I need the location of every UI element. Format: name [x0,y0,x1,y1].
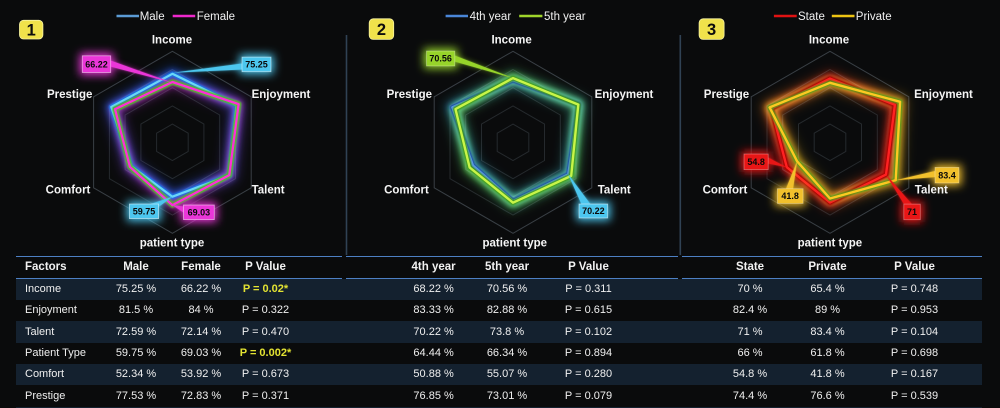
svg-text:70.56: 70.56 [429,54,452,64]
svg-text:Prestige: Prestige [47,89,92,101]
svg-text:Talent: Talent [915,184,948,196]
svg-text:Private: Private [856,11,892,23]
svg-text:69.03: 69.03 [188,208,211,218]
svg-text:patient type: patient type [483,238,548,250]
svg-text:4th year: 4th year [470,11,512,23]
svg-text:Female: Female [197,11,235,23]
svg-text:Enjoyment: Enjoyment [252,89,311,101]
svg-text:1: 1 [27,22,36,40]
svg-text:3: 3 [707,21,716,39]
svg-text:Income: Income [152,35,192,47]
svg-text:Talent: Talent [252,184,285,196]
svg-text:patient type: patient type [140,238,205,250]
svg-text:83.4: 83.4 [938,170,956,180]
svg-text:Comfort: Comfort [384,184,429,196]
svg-text:Income: Income [809,35,849,47]
svg-text:66.22: 66.22 [85,59,108,69]
svg-text:2: 2 [377,21,386,39]
svg-text:75.25: 75.25 [245,60,268,70]
svg-text:5th year: 5th year [544,11,586,23]
svg-text:Talent: Talent [598,184,631,196]
svg-text:71: 71 [907,207,917,217]
svg-text:70.22: 70.22 [582,206,605,216]
svg-text:Enjoyment: Enjoyment [914,89,973,101]
svg-text:Income: Income [491,35,531,47]
svg-text:State: State [798,11,825,23]
svg-text:59.75: 59.75 [133,207,156,217]
svg-text:Prestige: Prestige [704,89,749,101]
svg-text:Comfort: Comfort [703,184,748,196]
svg-text:Prestige: Prestige [387,89,432,101]
svg-text:54.8: 54.8 [747,157,765,167]
svg-text:41.8: 41.8 [781,191,799,201]
svg-text:Comfort: Comfort [46,184,91,196]
svg-text:Male: Male [140,11,165,23]
svg-text:patient type: patient type [798,238,863,250]
svg-text:Enjoyment: Enjoyment [595,89,654,101]
